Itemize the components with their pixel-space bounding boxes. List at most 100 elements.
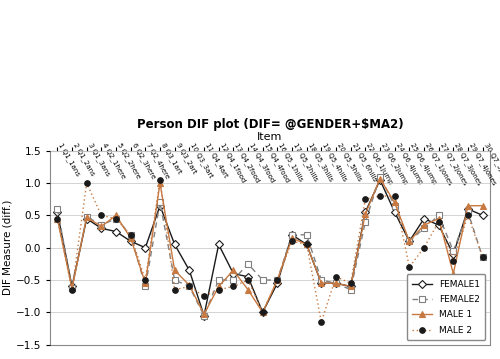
FEMALE2 — [304, 233, 310, 237]
FEMALE1 — [274, 281, 280, 285]
MALE 1 — [245, 288, 251, 292]
Legend: FEMALE1, FEMALE2, MALE 1, MALE 2: FEMALE1, FEMALE2, MALE 1, MALE 2 — [406, 274, 486, 340]
FEMALE1 — [84, 216, 89, 221]
MALE 2 — [113, 216, 119, 221]
MALE 2 — [348, 281, 354, 285]
MALE 1 — [142, 281, 148, 285]
FEMALE1 — [392, 210, 398, 214]
MALE 1 — [377, 176, 383, 181]
MALE 2 — [186, 284, 192, 289]
FEMALE1 — [333, 281, 339, 285]
FEMALE1 — [201, 313, 207, 318]
MALE 2 — [421, 246, 427, 250]
FEMALE2 — [333, 281, 339, 285]
MALE 2 — [69, 288, 75, 292]
FEMALE1 — [128, 239, 134, 243]
FEMALE2 — [98, 223, 104, 227]
MALE 2 — [172, 288, 177, 292]
FEMALE1 — [480, 213, 486, 218]
FEMALE1 — [54, 210, 60, 214]
MALE 1 — [84, 215, 89, 219]
MALE 2 — [216, 288, 222, 292]
FEMALE2 — [406, 239, 412, 243]
Line: MALE 2: MALE 2 — [54, 177, 486, 325]
FEMALE2 — [465, 210, 471, 214]
FEMALE1 — [69, 284, 75, 289]
MALE 2 — [406, 265, 412, 269]
FEMALE2 — [142, 284, 148, 289]
Y-axis label: DIF Measure (diff.): DIF Measure (diff.) — [3, 200, 13, 295]
MALE 1 — [348, 284, 354, 289]
FEMALE2 — [318, 278, 324, 282]
MALE 1 — [201, 312, 207, 316]
FEMALE2 — [230, 278, 236, 282]
MALE 2 — [289, 239, 295, 243]
FEMALE1 — [186, 268, 192, 272]
MALE 2 — [377, 194, 383, 198]
MALE 1 — [186, 283, 192, 287]
MALE 2 — [333, 275, 339, 279]
MALE 2 — [142, 278, 148, 282]
MALE 1 — [421, 223, 427, 227]
MALE 1 — [406, 239, 412, 243]
FEMALE2 — [172, 278, 177, 282]
FEMALE1 — [304, 242, 310, 247]
MALE 2 — [465, 213, 471, 218]
FEMALE1 — [230, 271, 236, 276]
MALE 1 — [157, 181, 163, 185]
FEMALE2 — [260, 278, 266, 282]
FEMALE2 — [377, 174, 383, 179]
Title: Person DIF plot (DIF= @GENDER+$MA2): Person DIF plot (DIF= @GENDER+$MA2) — [136, 118, 404, 131]
FEMALE1 — [245, 275, 251, 279]
MALE 1 — [289, 236, 295, 240]
MALE 1 — [230, 268, 236, 272]
MALE 2 — [245, 278, 251, 282]
MALE 1 — [274, 278, 280, 282]
MALE 2 — [450, 258, 456, 263]
FEMALE1 — [348, 284, 354, 289]
MALE 2 — [362, 197, 368, 201]
MALE 1 — [260, 310, 266, 314]
FEMALE1 — [318, 281, 324, 285]
FEMALE1 — [377, 178, 383, 182]
FEMALE2 — [69, 286, 75, 290]
MALE 1 — [98, 224, 104, 229]
FEMALE1 — [289, 233, 295, 237]
FEMALE1 — [465, 207, 471, 211]
FEMALE2 — [128, 233, 134, 237]
FEMALE2 — [421, 226, 427, 230]
FEMALE2 — [450, 249, 456, 253]
FEMALE2 — [274, 278, 280, 282]
MALE 1 — [172, 268, 177, 272]
MALE 2 — [128, 233, 134, 237]
MALE 2 — [54, 216, 60, 221]
MALE 2 — [392, 194, 398, 198]
FEMALE1 — [98, 226, 104, 230]
FEMALE1 — [142, 246, 148, 250]
MALE 2 — [436, 220, 442, 224]
MALE 1 — [436, 216, 442, 221]
MALE 1 — [54, 216, 60, 221]
MALE 1 — [128, 236, 134, 240]
MALE 1 — [304, 242, 310, 247]
FEMALE2 — [201, 313, 207, 318]
MALE 1 — [69, 286, 75, 290]
MALE 2 — [260, 310, 266, 314]
FEMALE2 — [216, 278, 222, 282]
MALE 2 — [230, 284, 236, 289]
MALE 2 — [274, 278, 280, 282]
MALE 2 — [318, 320, 324, 324]
MALE 2 — [304, 242, 310, 247]
FEMALE1 — [421, 216, 427, 221]
FEMALE1 — [172, 242, 177, 247]
MALE 2 — [480, 255, 486, 260]
FEMALE1 — [406, 239, 412, 243]
FEMALE2 — [436, 213, 442, 218]
MALE 1 — [465, 204, 471, 208]
Line: FEMALE1: FEMALE1 — [54, 177, 486, 318]
MALE 2 — [201, 294, 207, 298]
FEMALE2 — [348, 288, 354, 292]
MALE 1 — [216, 284, 222, 289]
MALE 1 — [113, 213, 119, 218]
FEMALE2 — [113, 216, 119, 221]
